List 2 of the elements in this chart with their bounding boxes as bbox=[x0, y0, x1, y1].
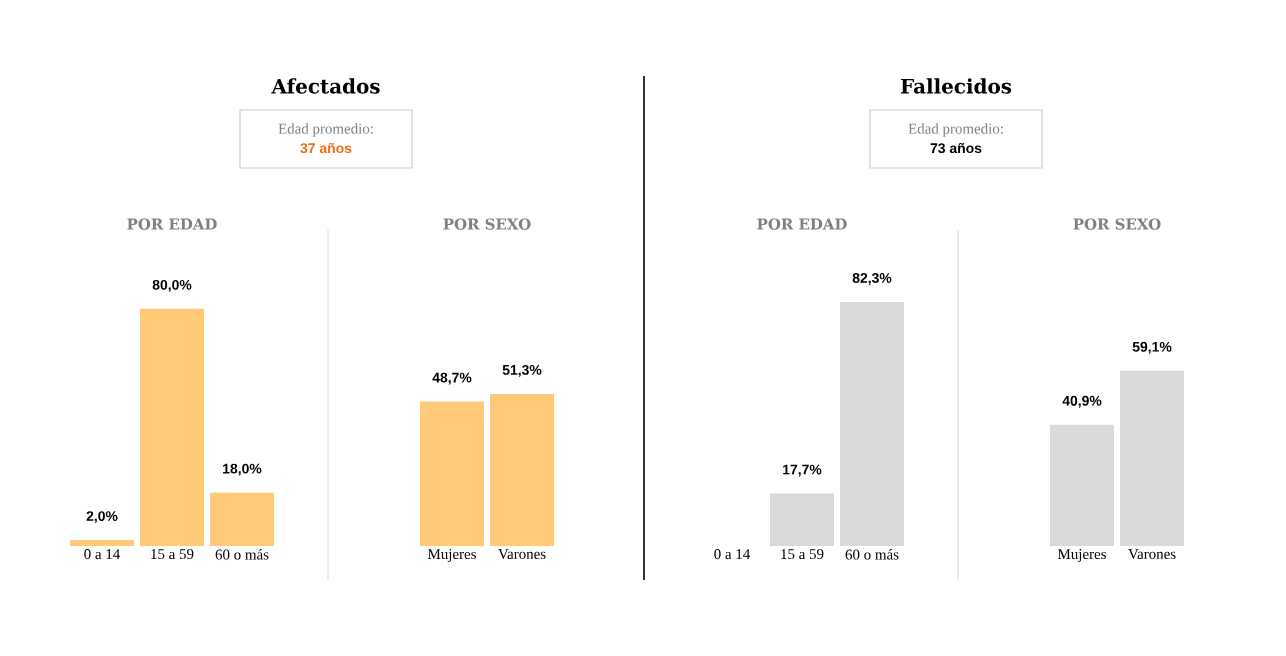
text: Fallecidos bbox=[900, 78, 1012, 94]
text: Afectados bbox=[271, 78, 380, 94]
